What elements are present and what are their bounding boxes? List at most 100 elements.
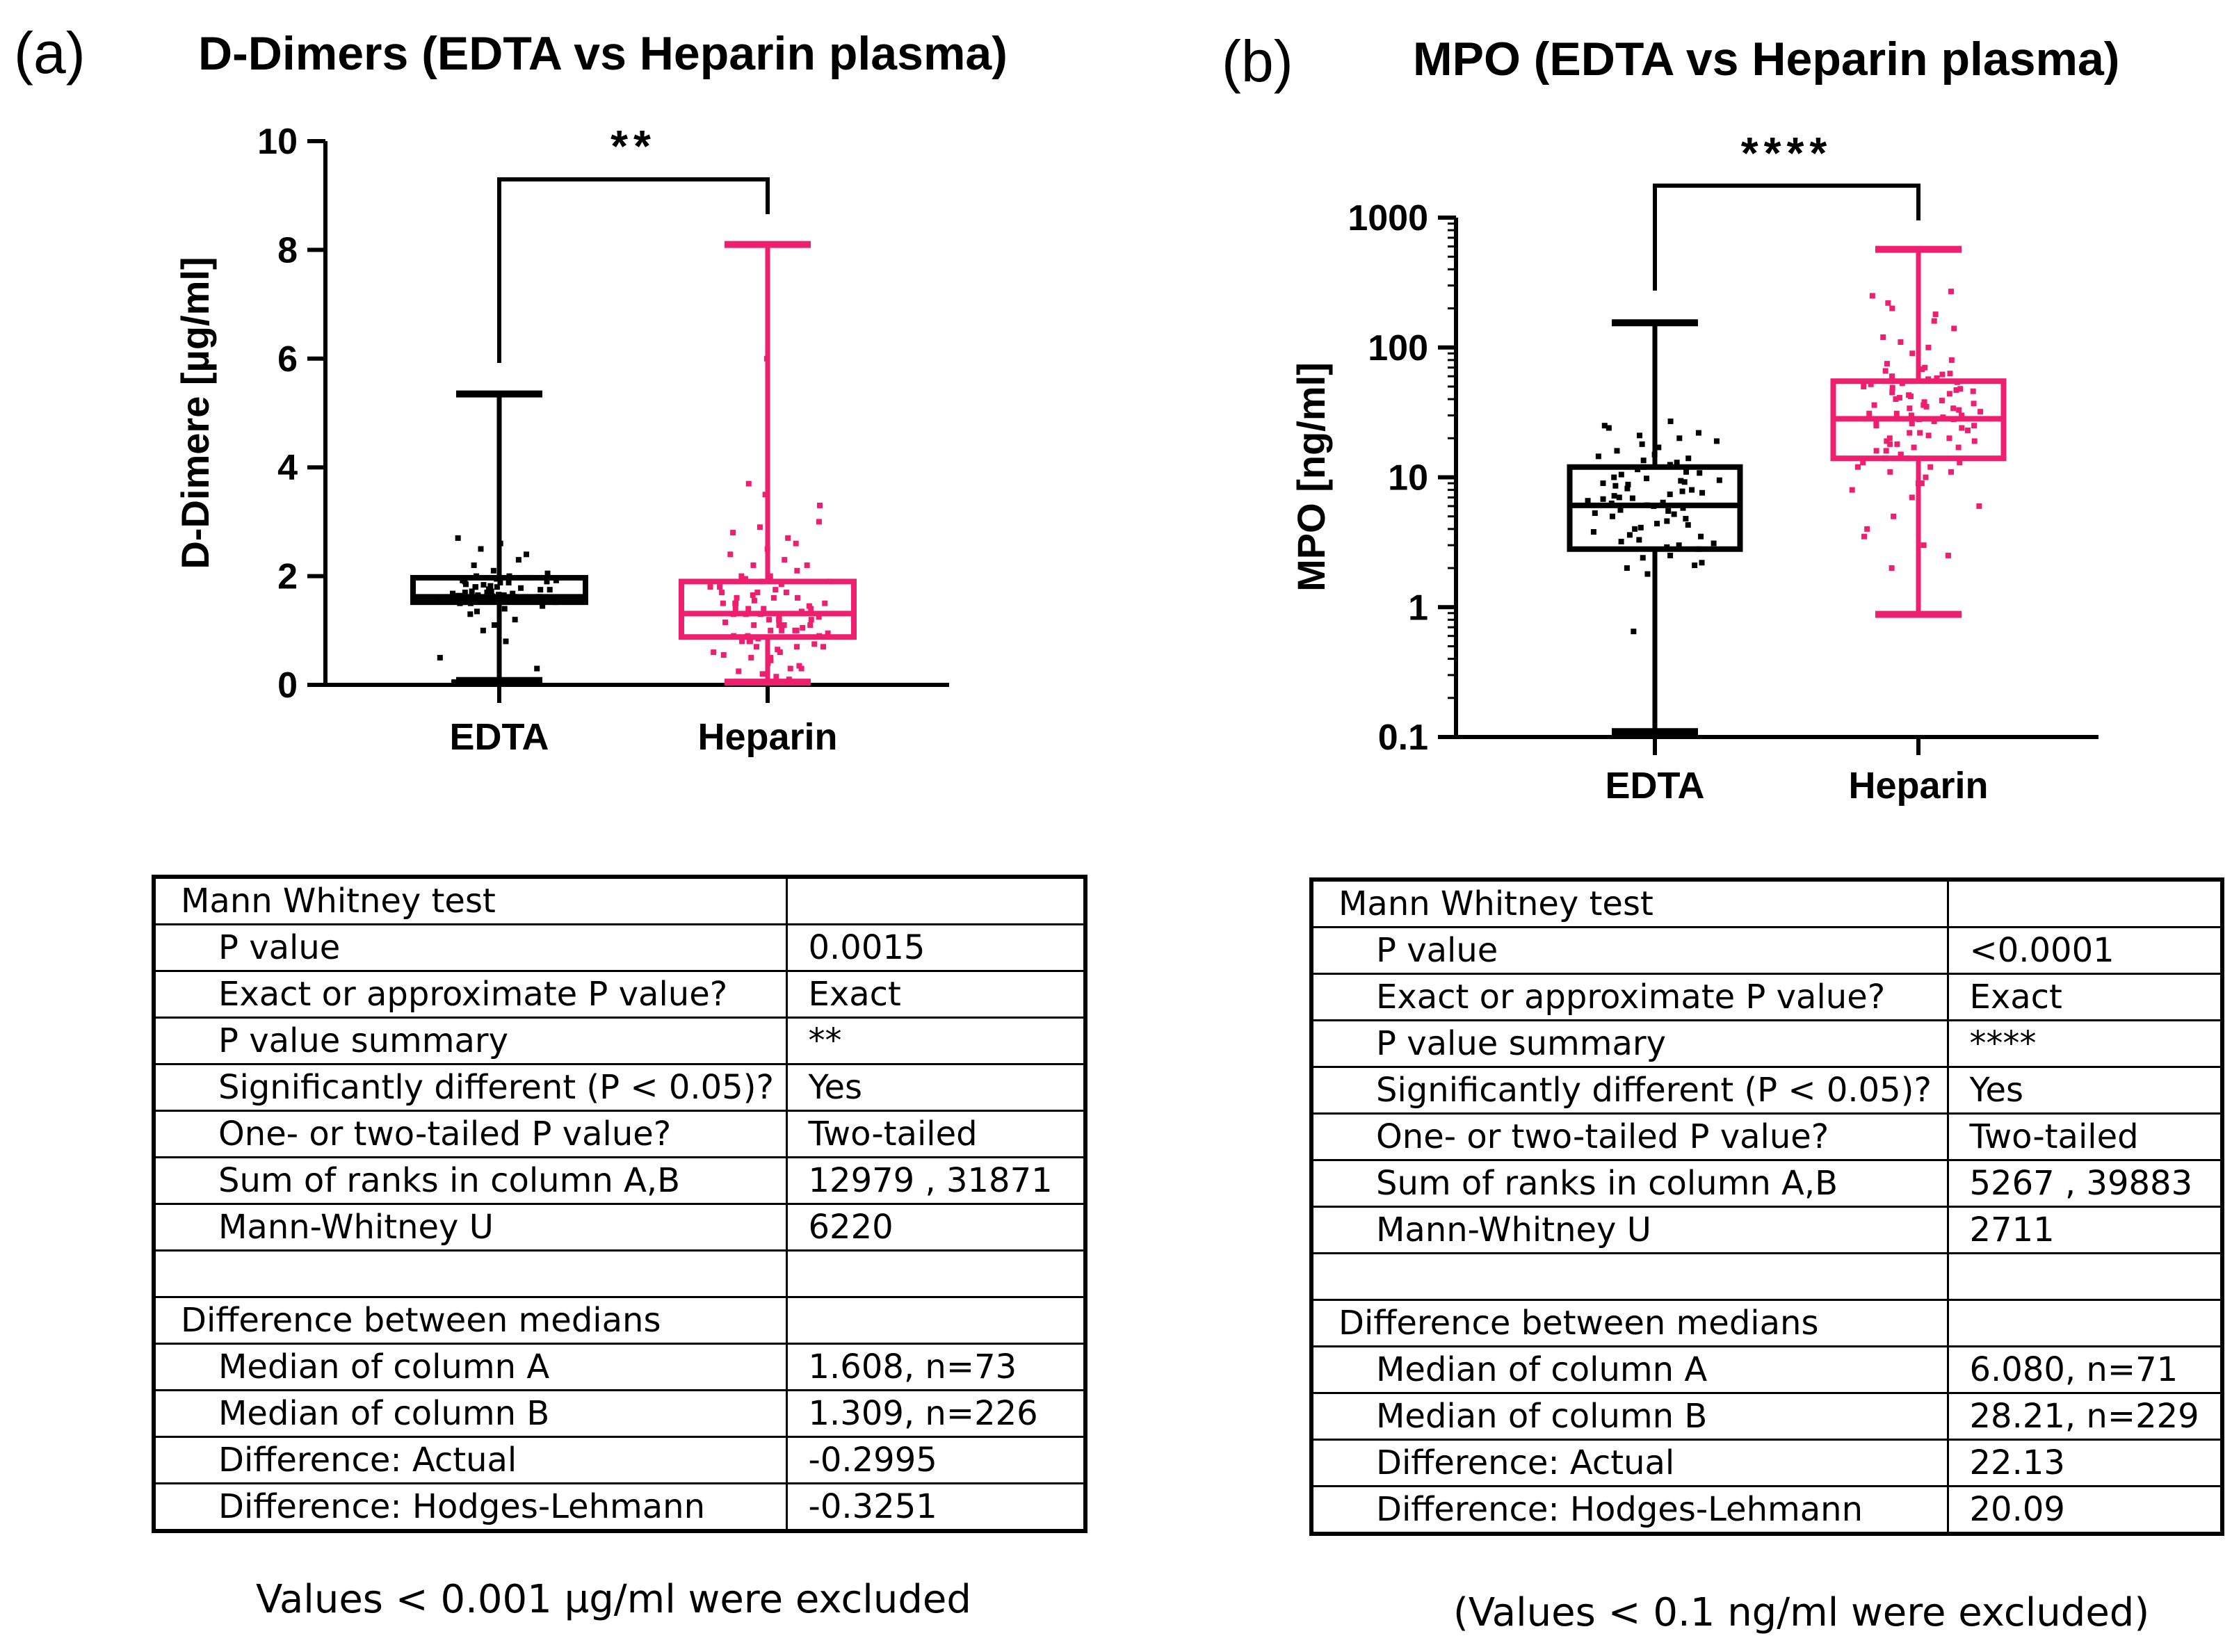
data-point	[794, 567, 800, 574]
data-point	[794, 594, 800, 601]
data-point	[1909, 350, 1916, 357]
row-label: Mann-Whitney U	[1310, 1206, 1949, 1254]
data-point	[1948, 289, 1955, 295]
row-label: Significantly different (P < 0.05)?	[152, 1063, 788, 1112]
data-point	[1956, 407, 1962, 413]
x-tick-label: EDTA	[1606, 765, 1705, 807]
data-point	[1711, 540, 1717, 546]
row-value: Yes	[1946, 1066, 2224, 1115]
data-point	[1664, 518, 1670, 524]
data-point	[767, 573, 773, 579]
data-point	[1880, 334, 1886, 340]
y-axis-label: MPO [ng/ml]	[1289, 362, 1333, 592]
data-point	[1889, 373, 1895, 380]
table-row: Exact or approximate P value? Exact	[152, 970, 1087, 1019]
row-value	[785, 875, 1087, 925]
data-point	[1931, 418, 1937, 424]
data-point	[1849, 487, 1855, 493]
data-point	[748, 654, 754, 661]
data-point	[764, 546, 770, 552]
data-point	[1953, 387, 1959, 393]
data-point	[1923, 403, 1930, 410]
data-point	[497, 579, 503, 585]
data-point	[1685, 455, 1692, 462]
data-point	[707, 584, 713, 590]
data-point	[1660, 499, 1666, 505]
row-value: **	[785, 1017, 1087, 1065]
data-point	[524, 551, 530, 558]
data-point	[753, 644, 759, 650]
table-row: Exact or approximate P value? Exact	[1310, 973, 2224, 1021]
row-value: <0.0001	[1946, 926, 2224, 975]
y-tick-label: 1	[1408, 588, 1428, 628]
data-point	[1964, 427, 1971, 433]
data-point	[1697, 470, 1703, 476]
footnote: (Values < 0.1 ng/ml were excluded)	[1453, 1590, 2150, 1635]
data-point	[1915, 480, 1921, 487]
row-label: P value summary	[152, 1017, 788, 1065]
row-label: Mann Whitney test	[152, 875, 788, 925]
data-point	[1909, 421, 1915, 427]
data-point	[827, 578, 833, 585]
row-label: Significantly different (P < 0.05)?	[1310, 1066, 1949, 1115]
data-point	[1680, 505, 1686, 511]
data-point	[1882, 368, 1889, 374]
data-point	[1909, 494, 1915, 501]
box-heparin	[1830, 245, 2007, 618]
data-point	[457, 592, 463, 599]
data-point	[1934, 375, 1940, 381]
data-point	[816, 519, 822, 525]
data-point	[745, 480, 752, 487]
data-point	[1860, 460, 1866, 466]
row-value: Exact	[1946, 973, 2224, 1021]
row-value	[785, 1249, 1087, 1298]
y-tick-label: 4	[277, 448, 298, 488]
table-row: Median of column A 1.608, n=73	[152, 1343, 1087, 1391]
data-point	[1919, 366, 1925, 373]
data-point	[711, 649, 717, 656]
data-point	[1683, 469, 1690, 475]
data-point	[1713, 438, 1720, 444]
data-point	[1907, 405, 1913, 412]
data-point	[1590, 528, 1596, 535]
data-point	[538, 599, 544, 605]
data-point	[447, 594, 453, 601]
data-point	[1959, 412, 1965, 419]
data-point	[1893, 410, 1900, 416]
data-point	[536, 594, 542, 600]
data-point	[1626, 532, 1633, 538]
data-point	[501, 606, 508, 612]
data-point	[1939, 371, 1946, 378]
data-point	[1887, 378, 1893, 384]
data-point	[1911, 444, 1917, 451]
data-point	[1894, 441, 1900, 447]
data-point	[730, 611, 736, 617]
data-point	[755, 635, 761, 642]
table-row: Mann Whitney test	[1310, 878, 2224, 928]
table-row: P value summary ****	[1310, 1019, 2224, 1068]
data-point	[747, 638, 753, 645]
data-point	[1893, 396, 1899, 403]
data-point	[1898, 339, 1904, 346]
y-tick-label: 8	[277, 230, 298, 270]
data-point	[1959, 425, 1965, 431]
data-point	[1678, 478, 1684, 484]
row-value: 1.309, n=226	[785, 1389, 1087, 1438]
data-point	[722, 620, 729, 626]
row-label: Mann Whitney test	[1310, 878, 1949, 928]
table-row	[1310, 1252, 2224, 1301]
data-point	[472, 584, 478, 590]
row-label: Difference: Actual	[1310, 1439, 1949, 1487]
data-point	[1971, 400, 1977, 407]
table-row: Difference between medians	[1310, 1299, 2224, 1347]
data-point	[1624, 565, 1630, 572]
data-point	[808, 617, 814, 623]
row-value: 20.09	[1946, 1485, 2224, 1535]
data-point	[1932, 311, 1939, 318]
data-point	[731, 633, 737, 639]
iqr-box	[679, 578, 857, 640]
data-point	[1635, 467, 1641, 473]
data-point	[1898, 451, 1904, 457]
row-label: Median of column A	[152, 1343, 788, 1391]
data-point	[1920, 542, 1927, 549]
